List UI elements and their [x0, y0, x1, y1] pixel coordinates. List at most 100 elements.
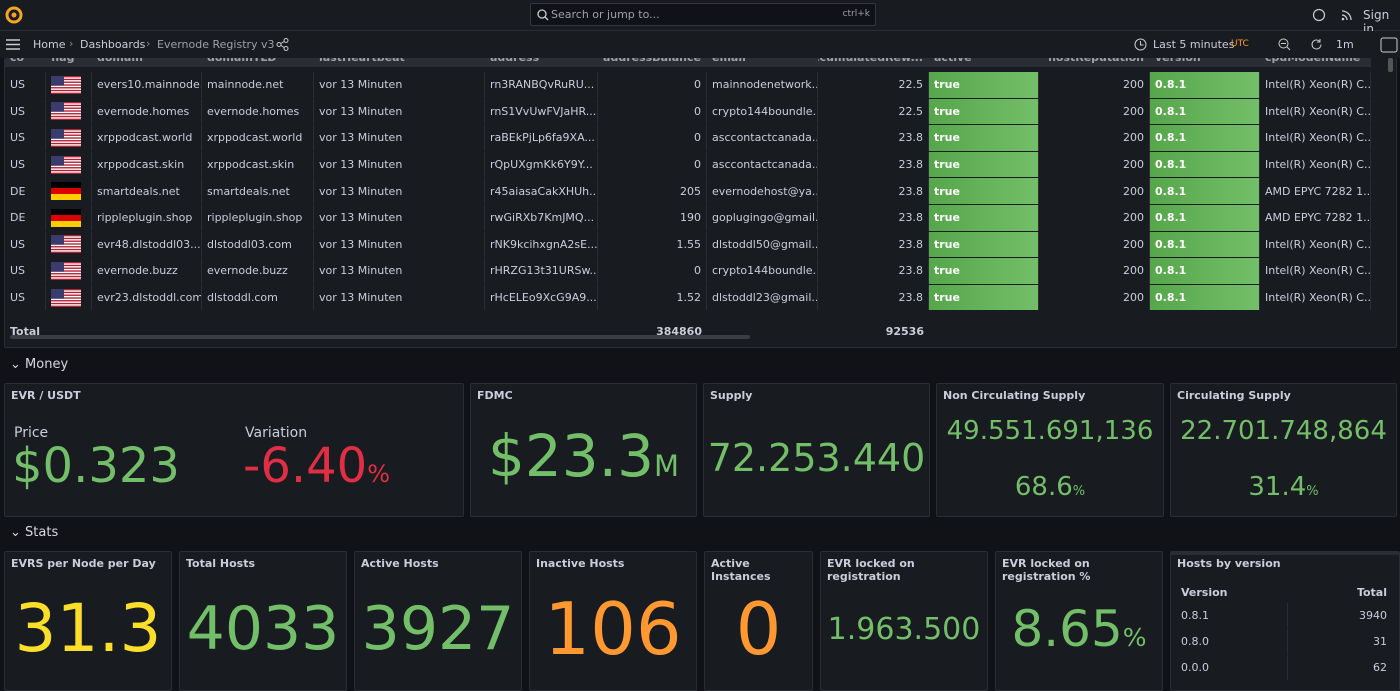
flag-cell — [46, 258, 92, 284]
panel-title: Inactive Hosts — [536, 557, 625, 570]
stat-value: 1.963.500 — [821, 612, 987, 647]
table-cell: xrppodcast.world — [202, 125, 314, 151]
table-cell: vor 13 Minuten — [314, 258, 485, 284]
panel-title: Circulating Supply — [1177, 389, 1291, 402]
scrollbar[interactable] — [10, 335, 750, 339]
stat-value: 106 — [530, 587, 696, 671]
table-cell: asccontactcanada... — [707, 151, 818, 178]
logo[interactable] — [5, 6, 23, 24]
row-border — [5, 59, 1371, 60]
flag — [51, 182, 81, 201]
column-header: Version — [1181, 585, 1228, 599]
table-cell: AMD EPYC 7282 1... — [1260, 178, 1371, 204]
panel-title: EVR locked on registration — [827, 557, 915, 583]
status-cell: true — [929, 98, 1039, 125]
status-cell: 0.8.1 — [1150, 151, 1260, 178]
crumb: Evernode Registry v3 — [157, 38, 275, 51]
crumb[interactable]: Dashboards — [80, 38, 146, 51]
table-cell: mainnodenetwork... — [707, 72, 818, 98]
table-cell: 200 — [1039, 125, 1150, 151]
rss-icon[interactable] — [1340, 8, 1354, 22]
refresh[interactable] — [1310, 38, 1323, 51]
sign-in[interactable]: Sign in — [1363, 8, 1390, 36]
value: 68.6 — [1014, 472, 1073, 502]
flag-cell — [46, 151, 92, 178]
scrollbar-v[interactable] — [1388, 58, 1393, 72]
panel-title: EVR / USDT — [11, 389, 81, 402]
table-cell: DE — [5, 178, 46, 204]
share-icon[interactable] — [276, 38, 289, 51]
table-cell: smartdeals.net — [92, 178, 202, 204]
column-header: Total — [1356, 585, 1387, 599]
stat-panel: Total Hosts 4033 — [179, 551, 347, 691]
table-cell: 0.0.0 — [1181, 661, 1209, 674]
table-cell: rippleplugin.shop — [92, 205, 202, 231]
value: 4033 — [186, 594, 340, 664]
crumb[interactable]: Home — [33, 38, 66, 51]
stat-value: 72.253.440 — [704, 436, 929, 480]
table-cell: vor 13 Minuten — [314, 284, 485, 311]
menu-icon[interactable] — [6, 39, 20, 50]
row-title[interactable]: ⌄ Money — [10, 357, 69, 372]
table-cell: asccontactcanada... — [707, 125, 818, 151]
row-border — [5, 60, 1371, 61]
table-cell: evernodehost@ya... — [707, 178, 818, 204]
table-cell: 62 — [1287, 655, 1392, 680]
value: $0.323 — [12, 438, 180, 494]
unit: % — [1122, 623, 1147, 652]
table-cell: vor 13 Minuten — [314, 205, 485, 231]
column-header: email — [707, 58, 818, 64]
flag — [51, 288, 81, 307]
table-cell: US — [5, 98, 46, 125]
stat-panel: EVR / USDT Price $0.323 Variation -6.40% — [4, 383, 464, 517]
refresh-interval[interactable]: 1m — [1336, 38, 1354, 51]
collapse[interactable] — [1380, 37, 1398, 53]
table-cell: 205 — [598, 178, 707, 204]
table-cell: 200 — [1039, 98, 1150, 125]
search-placeholder: Search or jump to... — [551, 8, 660, 21]
table-cell: US — [5, 231, 46, 258]
stat-value: 4033 — [180, 594, 346, 664]
table-cell: 200 — [1039, 72, 1150, 98]
table-cell: rHRZG13t31URSw... — [485, 258, 598, 284]
row-border — [5, 62, 1371, 63]
table-cell: vor 13 Minuten — [314, 231, 485, 258]
flag-cell — [46, 125, 92, 151]
column-header: domain — [92, 58, 202, 64]
stat-panel: EVR locked on registration % 8.65% — [995, 551, 1163, 691]
status-cell: 0.8.1 — [1150, 178, 1260, 204]
table-cell: 0 — [598, 151, 707, 178]
row-border — [5, 63, 1371, 64]
search-box[interactable]: Search or jump to... ctrl+k — [530, 3, 876, 26]
row-title[interactable]: ⌄ Stats — [10, 525, 59, 540]
table-cell: DE — [5, 205, 46, 231]
table-cell: xrppodcast.world — [92, 125, 202, 151]
value: 31.3 — [14, 590, 162, 668]
table-cell: vor 13 Minuten — [314, 72, 485, 98]
table-cell: xrppodcast.skin — [202, 151, 314, 178]
help-icon[interactable] — [1312, 8, 1326, 22]
zoom-out[interactable] — [1278, 38, 1291, 51]
flag — [51, 208, 81, 227]
table-cell: dlstoddl50@gmail.... — [707, 231, 818, 258]
row-border — [1171, 552, 1399, 553]
table-cell: 22.5 — [818, 72, 929, 98]
table-cell: vor 13 Minuten — [314, 151, 485, 178]
table-cell: vor 13 Minuten — [314, 98, 485, 125]
status-cell: 0.8.1 — [1150, 98, 1260, 125]
table-cell: 23.8 — [818, 178, 929, 204]
unit: % — [367, 460, 391, 488]
table-cell: 31 — [1287, 629, 1392, 654]
table-cell: 0 — [598, 98, 707, 125]
time-range[interactable]: Last 5 minutes — [1153, 38, 1235, 51]
table-cell: Intel(R) Xeon(R) C... — [1260, 231, 1371, 258]
table-cell: Intel(R) Xeon(R) C... — [1260, 72, 1371, 98]
flag — [51, 235, 81, 254]
status-cell: true — [929, 151, 1039, 178]
stat-value: 3927 — [355, 594, 521, 664]
table-cell: rnS1VvUwFVJaHR... — [485, 98, 598, 125]
row-border — [5, 64, 1371, 65]
column-header: address — [485, 58, 598, 64]
stat-value: 22.701.748,864 — [1171, 416, 1396, 446]
